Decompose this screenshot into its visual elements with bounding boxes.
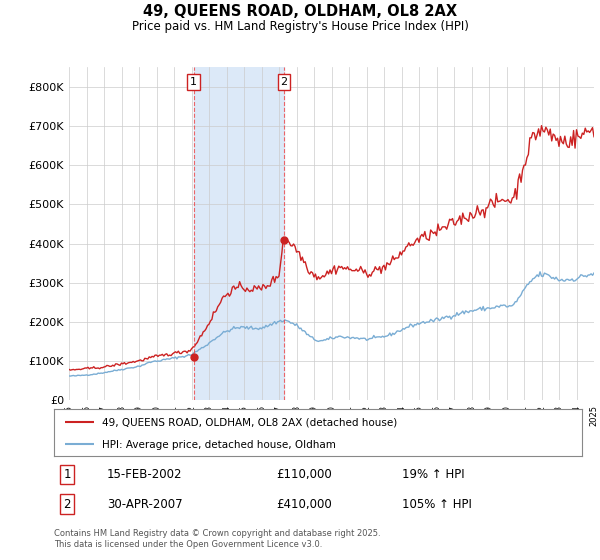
- Text: 1: 1: [64, 468, 71, 481]
- Text: Contains HM Land Registry data © Crown copyright and database right 2025.
This d: Contains HM Land Registry data © Crown c…: [54, 529, 380, 549]
- Text: HPI: Average price, detached house, Oldham: HPI: Average price, detached house, Oldh…: [101, 440, 335, 450]
- Text: 1: 1: [190, 77, 197, 87]
- Text: 49, QUEENS ROAD, OLDHAM, OL8 2AX: 49, QUEENS ROAD, OLDHAM, OL8 2AX: [143, 4, 457, 20]
- Text: £110,000: £110,000: [276, 468, 332, 481]
- Text: 105% ↑ HPI: 105% ↑ HPI: [403, 498, 472, 511]
- Text: 30-APR-2007: 30-APR-2007: [107, 498, 182, 511]
- Text: Price paid vs. HM Land Registry's House Price Index (HPI): Price paid vs. HM Land Registry's House …: [131, 20, 469, 32]
- Text: 2: 2: [64, 498, 71, 511]
- Text: 2: 2: [281, 77, 287, 87]
- Text: 15-FEB-2002: 15-FEB-2002: [107, 468, 182, 481]
- Text: £410,000: £410,000: [276, 498, 332, 511]
- Text: 49, QUEENS ROAD, OLDHAM, OL8 2AX (detached house): 49, QUEENS ROAD, OLDHAM, OL8 2AX (detach…: [101, 418, 397, 428]
- Text: 19% ↑ HPI: 19% ↑ HPI: [403, 468, 465, 481]
- Bar: [194, 67, 284, 400]
